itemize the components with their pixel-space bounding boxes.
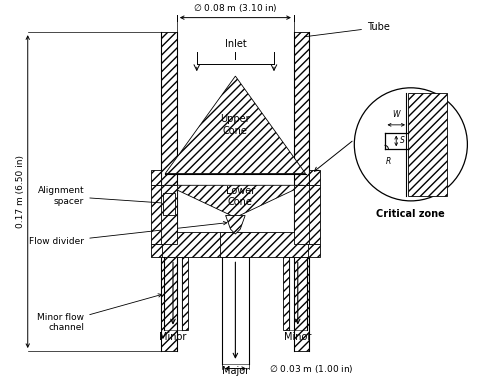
Text: Critical zone: Critical zone	[376, 209, 445, 219]
Text: Minor: Minor	[284, 332, 312, 341]
Bar	[162, 32, 177, 351]
Bar	[220, 232, 308, 257]
Text: S: S	[400, 136, 405, 146]
Polygon shape	[165, 76, 306, 174]
Text: $\varnothing$ 0.08 m (3.10 in): $\varnothing$ 0.08 m (3.10 in)	[193, 2, 278, 14]
Polygon shape	[167, 185, 304, 218]
Bar	[283, 257, 289, 330]
Bar	[294, 185, 310, 244]
Text: Major: Major	[222, 366, 249, 376]
Bar	[150, 185, 164, 244]
Text: $\varnothing$ 0.03 m (1.00 in): $\varnothing$ 0.03 m (1.00 in)	[270, 363, 354, 374]
Text: 0.17 m (6.50 in): 0.17 m (6.50 in)	[16, 155, 25, 228]
Text: Alignment
spacer: Alignment spacer	[38, 186, 171, 206]
Bar	[306, 185, 320, 244]
Bar	[163, 193, 175, 215]
Text: R: R	[386, 157, 391, 166]
Bar	[162, 185, 177, 244]
Bar	[408, 93, 447, 196]
Text: Tube: Tube	[304, 22, 390, 37]
Bar	[162, 232, 249, 257]
Text: Upper
Cone: Upper Cone	[220, 114, 250, 136]
Text: Minor: Minor	[160, 332, 186, 341]
Polygon shape	[226, 216, 245, 234]
Text: Inlet: Inlet	[224, 39, 246, 49]
Bar	[285, 244, 320, 257]
Text: W: W	[392, 110, 400, 119]
Text: Flow divider: Flow divider	[30, 221, 227, 246]
Text: Lower
Cone: Lower Cone	[226, 186, 255, 207]
Bar	[294, 32, 310, 351]
Text: Minor flow
channel: Minor flow channel	[38, 294, 162, 332]
Bar	[182, 257, 188, 330]
Bar	[310, 170, 320, 185]
Bar	[150, 170, 162, 185]
Bar	[150, 244, 186, 257]
